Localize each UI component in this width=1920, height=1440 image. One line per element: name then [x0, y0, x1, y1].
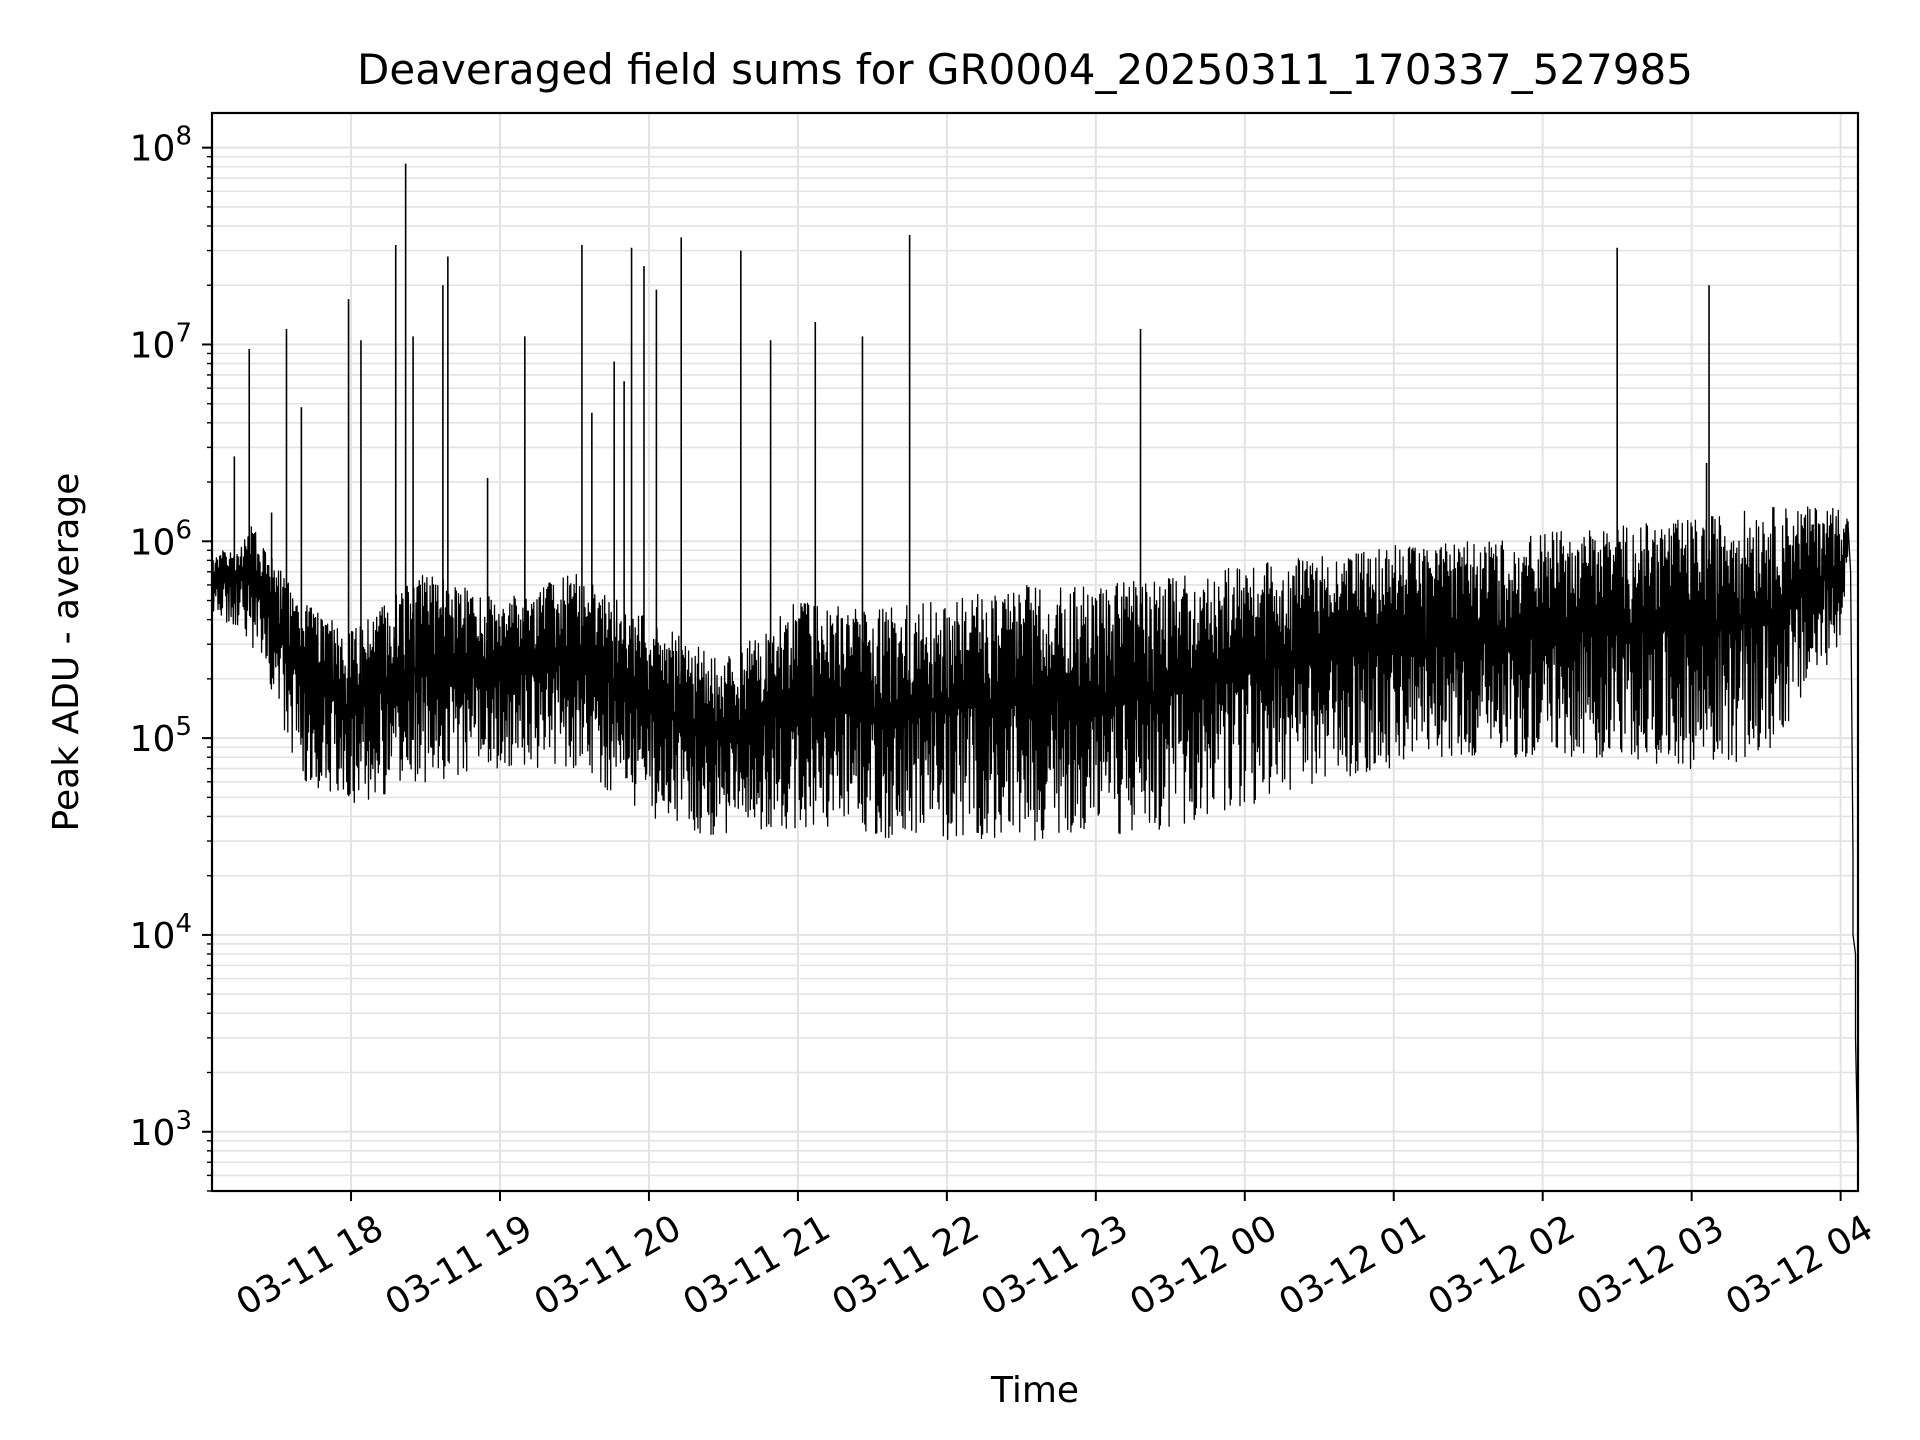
- series-line: [212, 506, 1858, 1163]
- x-axis-label: Time: [990, 1370, 1079, 1411]
- y-tick-label: 106: [130, 515, 192, 563]
- plot-frame: [210, 111, 1860, 1193]
- chart-title: Deaveraged field sums for GR0004_2025031…: [357, 45, 1693, 94]
- grid-lines: [212, 113, 1858, 1192]
- y-tick-label: 108: [130, 122, 192, 170]
- y-tick-label: 103: [130, 1106, 192, 1154]
- y-tick-label: 105: [130, 712, 192, 760]
- y-tick-label: 104: [130, 909, 192, 957]
- data-series: [212, 163, 1858, 1163]
- plot-area: [210, 111, 1860, 1193]
- y-axis: 103 104 105 106 107 108: [130, 122, 212, 1192]
- y-axis-label: Peak ADU - average: [46, 473, 87, 832]
- y-tick-label: 107: [130, 318, 192, 366]
